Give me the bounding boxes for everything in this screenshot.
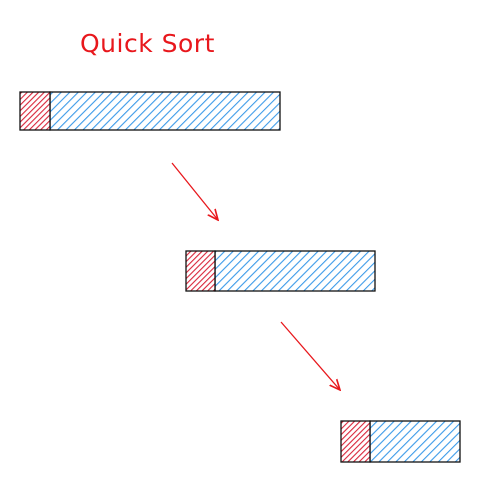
pivot-cell-1	[19, 91, 51, 131]
pivot-cell-2	[185, 250, 216, 292]
pivot-cell-3	[340, 420, 371, 463]
partition-segment-3	[369, 420, 461, 463]
arrow-2-to-3	[280, 321, 340, 390]
arrow-1-to-2	[171, 162, 218, 220]
diagram-title: Quick Sort	[80, 29, 215, 58]
partition-segment-1	[49, 91, 281, 131]
partition-bar-3	[340, 420, 461, 463]
partition-bar-1	[19, 91, 281, 131]
partition-segment-2	[214, 250, 376, 292]
partition-bar-2	[185, 250, 376, 292]
